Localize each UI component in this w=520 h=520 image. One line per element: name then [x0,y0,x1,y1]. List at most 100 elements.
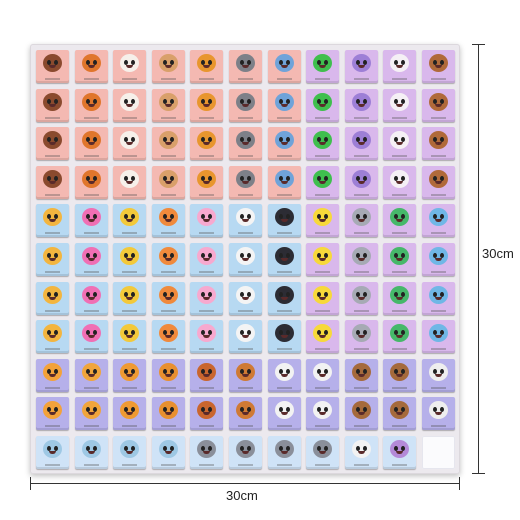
animal-tile [306,281,340,315]
tile-caption-line [45,425,60,428]
animal-face-icon [81,208,101,227]
animal-tile [422,88,455,122]
animal-tile [36,436,69,469]
animal-tile [383,204,417,238]
animal-face-icon [313,285,333,304]
tile-caption-line [45,348,60,351]
animal-tile [306,358,340,392]
animal-tile [113,50,147,83]
tile-caption-line [45,232,60,235]
tile-caption-line [45,271,60,273]
animal-tile [383,436,417,469]
animal-tile [383,320,417,354]
animal-face-icon [43,285,62,304]
height-tick-top [472,44,485,45]
tile-caption-line [122,116,138,119]
animal-face-icon [236,92,255,111]
animal-face-icon [313,440,333,458]
animal-tile [344,281,378,315]
animal-face-icon [351,208,371,227]
animal-tile [422,50,455,83]
animal-face-icon [236,440,255,458]
animal-tile [190,243,224,276]
tile-caption-line [315,116,331,119]
animal-face-icon [390,208,410,227]
animal-tile [422,397,455,431]
animal-tile [113,281,147,315]
animal-tile [306,436,340,469]
tile-caption-line [199,78,215,80]
tile-caption-line [353,464,369,466]
animal-tile [36,243,69,276]
tile-caption-line [83,78,99,80]
tile-caption-line [45,309,60,312]
animal-face-icon [390,169,410,188]
animal-tile [190,397,224,431]
tile-caption-line [392,116,408,119]
tile-caption-line [276,271,292,273]
tile-caption-line [431,348,446,351]
animal-tile [306,88,340,122]
animal-face-icon [274,440,294,458]
animal-face-icon [236,401,255,420]
animal-tile [151,320,185,354]
animal-face-icon [236,208,255,227]
tile-caption-line [238,78,253,80]
animal-face-icon [43,324,62,343]
tile-caption-line [238,232,253,235]
tile-caption-line [160,425,176,428]
animal-tile [229,165,262,199]
animal-face-icon [274,54,294,72]
tile-caption-line [431,193,446,196]
tile-caption-line [392,348,408,351]
animal-tile [422,358,455,392]
animal-face-icon [197,401,217,420]
height-tick-bottom [472,473,485,474]
animal-tile [74,281,108,315]
tile-caption-line [45,155,60,158]
animal-face-icon [81,247,101,265]
animal-tile [74,50,108,83]
animal-face-icon [120,208,140,227]
tile-caption-line [83,309,99,312]
animal-face-icon [313,169,333,188]
tile-caption-line [45,78,60,80]
animal-tile [306,127,340,161]
animal-face-icon [429,92,448,111]
animal-face-icon [158,54,178,72]
tile-caption-line [122,78,138,80]
animal-face-icon [351,131,371,150]
animal-tile [344,165,378,199]
animal-face-icon [351,247,371,265]
tile-caption-line [83,155,99,158]
tile-caption-line [431,155,446,158]
tile-caption-line [122,348,138,351]
animal-face-icon [197,362,217,381]
animal-face-icon [120,362,140,381]
animal-tile [344,243,378,276]
animal-face-icon [43,401,62,420]
animal-face-icon [120,285,140,304]
tile-caption-line [83,232,99,235]
animal-tile [383,50,417,83]
tile-caption-line [199,425,215,428]
animal-tile [36,88,69,122]
tile-caption-line [315,348,331,351]
animal-tile [151,358,185,392]
animal-face-icon [274,92,294,111]
tile-caption-line [238,155,253,158]
tile-caption-line [122,232,138,235]
animal-tile [229,320,262,354]
tile-caption-line [160,271,176,273]
animal-tile [344,127,378,161]
tile-caption-line [122,386,138,389]
tile-caption-line [276,78,292,80]
animal-tile [36,127,69,161]
tile-caption-line [431,386,446,389]
tile-caption-line [83,464,99,466]
tile-caption-line [160,155,176,158]
tile-caption-line [83,386,99,389]
animal-tile [267,358,301,392]
animal-face-icon [429,247,448,265]
animal-face-icon [158,131,178,150]
